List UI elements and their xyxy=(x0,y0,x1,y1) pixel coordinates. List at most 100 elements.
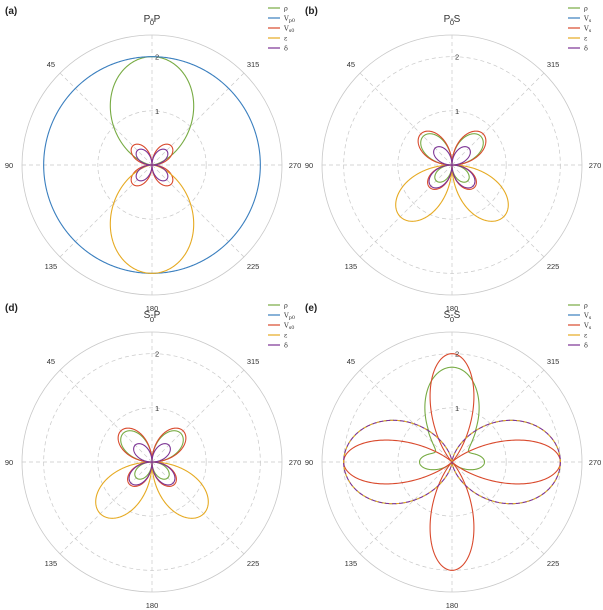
legend-label: Vs xyxy=(583,322,592,332)
angle-tick-label: 0 xyxy=(450,18,454,27)
angle-gridline xyxy=(451,369,545,463)
series-curve-4 xyxy=(128,443,176,486)
panel-label: (b) xyxy=(305,6,318,17)
radial-gridline xyxy=(397,110,507,220)
angle-tick-label: 315 xyxy=(247,60,260,69)
angle-tick-label: 270 xyxy=(589,161,602,170)
radial-tick-label: 1 xyxy=(455,107,459,116)
polar-grid xyxy=(321,34,583,296)
angle-tick-label: 270 xyxy=(289,161,302,170)
radial-gridline xyxy=(97,110,207,220)
radial-tick-label: 2 xyxy=(155,350,159,359)
angle-tick-label: 315 xyxy=(547,357,560,366)
series-curve-4 xyxy=(428,146,476,189)
polar-curves xyxy=(343,353,561,571)
polar-ticks: 0 45 90 135 180 225 270 315 1 2 xyxy=(5,315,301,610)
angle-tick-label: 225 xyxy=(247,559,260,568)
angle-gridline xyxy=(359,164,453,258)
legend-label: ε xyxy=(584,332,588,340)
radial-tick-label: 1 xyxy=(155,107,159,116)
angle-tick-label: 180 xyxy=(146,304,159,313)
panel-label: (d) xyxy=(5,303,18,314)
legend-label: ρ xyxy=(284,5,288,13)
polar-ticks: 0 45 90 135 180 225 270 315 1 2 xyxy=(305,315,601,610)
angle-tick-label: 180 xyxy=(446,601,459,610)
legend-label: Vs xyxy=(583,15,592,25)
angle-tick-label: 135 xyxy=(345,262,358,271)
polar-curves xyxy=(43,56,261,274)
radial-tick-label: 1 xyxy=(455,404,459,413)
angle-tick-label: 315 xyxy=(547,60,560,69)
series-curve-2 xyxy=(343,353,561,571)
polar-ticks: 0 45 90 135 180 225 270 315 1 2 xyxy=(5,18,301,313)
angle-gridline xyxy=(451,164,545,258)
angle-tick-label: 225 xyxy=(547,262,560,271)
panel-title: S-P xyxy=(144,310,161,321)
polar-curves xyxy=(95,427,209,519)
angle-gridline xyxy=(359,72,453,166)
legend-label: δ xyxy=(284,45,288,53)
angle-gridline xyxy=(151,369,245,463)
angle-gridline xyxy=(151,461,245,555)
angle-tick-label: 90 xyxy=(305,161,313,170)
legend-label: Vs0 xyxy=(283,322,294,332)
angle-tick-label: 270 xyxy=(289,458,302,467)
panel-title: S-S xyxy=(444,310,461,321)
angle-tick-label: 0 xyxy=(150,315,154,324)
angle-tick-label: 135 xyxy=(345,559,358,568)
series-curve-4 xyxy=(343,419,561,505)
legend-label: Vs xyxy=(583,312,592,322)
series-curve-3 xyxy=(109,164,195,274)
angle-tick-label: 45 xyxy=(47,60,55,69)
radial-gridline xyxy=(97,407,207,517)
radial-tick-label: 2 xyxy=(455,53,459,62)
angle-gridline xyxy=(451,72,545,166)
angle-tick-label: 270 xyxy=(589,458,602,467)
legend-label: Vp0 xyxy=(283,312,295,322)
legend-label: ε xyxy=(584,35,588,43)
angle-tick-label: 45 xyxy=(347,60,355,69)
legend-label: Vs xyxy=(583,25,592,35)
legend-label: δ xyxy=(584,342,588,350)
angle-gridline xyxy=(359,461,453,555)
radial-tick-label: 1 xyxy=(155,404,159,413)
polar-curves xyxy=(395,130,509,222)
angle-tick-label: 225 xyxy=(247,262,260,271)
legend-label: δ xyxy=(284,342,288,350)
angle-gridline xyxy=(59,461,153,555)
radial-tick-label: 2 xyxy=(455,350,459,359)
angle-tick-label: 135 xyxy=(45,262,58,271)
panel-title: P-S xyxy=(444,14,461,25)
angle-tick-label: 0 xyxy=(150,18,154,27)
angle-gridline xyxy=(451,461,545,555)
panel-title: P-P xyxy=(144,14,161,25)
legend-label: Vs0 xyxy=(283,25,294,35)
angle-tick-label: 225 xyxy=(547,559,560,568)
radial-tick-label: 2 xyxy=(155,53,159,62)
panel-label: (e) xyxy=(305,303,317,314)
angle-tick-label: 180 xyxy=(146,601,159,610)
angle-tick-label: 315 xyxy=(247,357,260,366)
radial-gridline xyxy=(397,407,507,517)
angle-tick-label: 45 xyxy=(347,357,355,366)
angle-tick-label: 45 xyxy=(47,357,55,366)
angle-tick-label: 90 xyxy=(5,161,13,170)
legend-label: ε xyxy=(284,332,288,340)
angle-gridline xyxy=(59,369,153,463)
legend-label: Vp0 xyxy=(283,15,295,25)
series-curve-4 xyxy=(135,148,169,182)
legend-label: ρ xyxy=(284,302,288,310)
panel-label: (a) xyxy=(5,6,17,17)
polar-grid xyxy=(21,331,283,593)
angle-tick-label: 180 xyxy=(446,304,459,313)
angle-tick-label: 0 xyxy=(450,315,454,324)
legend-label: ε xyxy=(284,35,288,43)
